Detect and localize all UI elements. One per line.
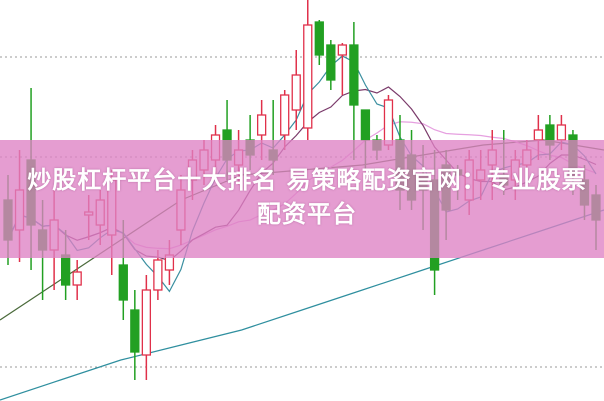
candle-body (72, 271, 82, 286)
candle-body (153, 259, 163, 291)
candle-body (533, 129, 544, 141)
page-title: 炒股杠杆平台十大排名 易策略配资官网：专业股票配资平台 (27, 166, 587, 228)
candle-body (303, 24, 313, 129)
candle-body (360, 109, 371, 141)
candle-body (141, 289, 152, 356)
candle-body (280, 94, 290, 136)
candle-body (556, 124, 567, 141)
candle-body (314, 21, 324, 56)
candle-body (326, 44, 336, 81)
candle-body (118, 264, 128, 301)
candle-body (383, 99, 394, 146)
candle-body (60, 254, 71, 286)
candle-body (130, 309, 140, 353)
candle-body (337, 44, 348, 56)
title-banner (0, 140, 604, 258)
candle-body (291, 74, 301, 111)
candle-body (349, 44, 359, 106)
candle-body (256, 114, 267, 136)
